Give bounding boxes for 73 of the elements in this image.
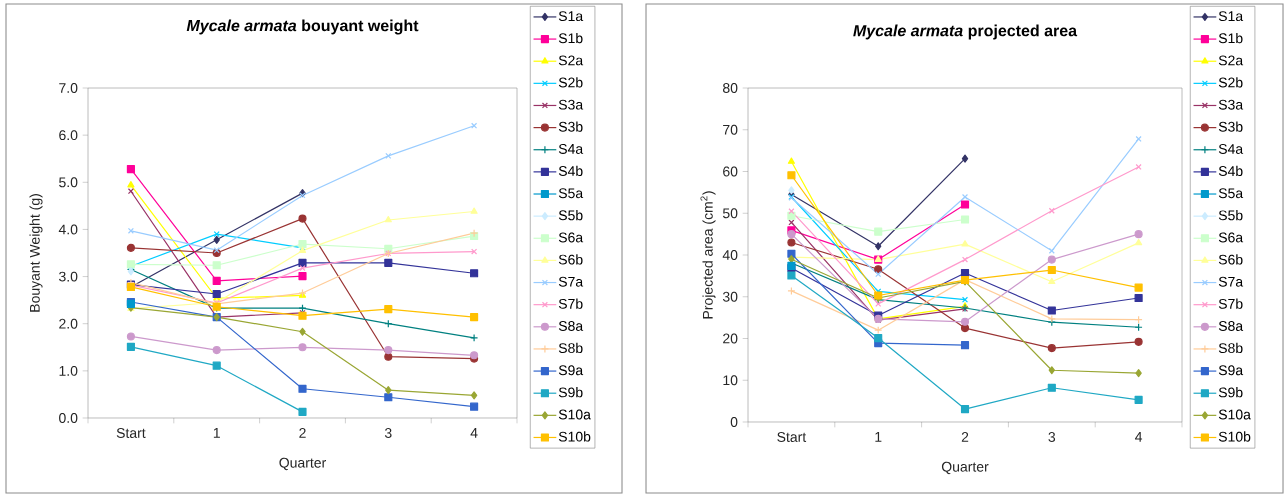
legend-label: S7b: [1218, 298, 1243, 309]
x-axis-title: Quarter: [279, 457, 326, 471]
legend-label: S6a: [558, 232, 584, 243]
y-tick-label: 10: [723, 375, 738, 386]
y-tick-label: 2.0: [59, 318, 78, 329]
legend-label: S9a: [558, 365, 584, 376]
chart-title: Mycale armata bouyant weight: [186, 19, 419, 35]
legend-label: S4b: [1218, 165, 1243, 177]
legend-label: S10b: [558, 431, 591, 442]
legend-label: S1b: [558, 32, 583, 44]
y-tick-label: 6.0: [59, 130, 78, 141]
y-tick-label: 60: [723, 166, 738, 177]
legend-label: S8b: [1218, 342, 1243, 354]
x-tick-label: Start: [116, 428, 146, 438]
legend-label: S4b: [558, 165, 583, 177]
legend-label: S9b: [558, 387, 583, 398]
y-tick-label: 7.0: [59, 83, 78, 93]
legend-label: S10b: [1218, 431, 1251, 442]
legend-label: S1a: [558, 11, 584, 22]
x-tick-label: 1: [875, 432, 882, 442]
y-tick-label: 40: [722, 250, 738, 260]
chart-title: Mycale armata projected area: [853, 24, 1078, 40]
legend-label: S9b: [1218, 387, 1243, 398]
legend-label: S2a: [1218, 55, 1244, 66]
y-tick-label: 1.0: [59, 365, 78, 376]
y-axis-title: Bouyant Weight (g): [29, 194, 43, 312]
x-tick-label: 4: [470, 428, 478, 438]
legend-label: S5b: [558, 210, 583, 221]
y-tick-label: 50: [722, 208, 738, 219]
legend-label: S2b: [558, 77, 583, 88]
legend-label: S6b: [1218, 254, 1243, 265]
legend-label: S5a: [1218, 188, 1244, 199]
legend-label: S3a: [558, 99, 584, 110]
y-tick-label: 3.0: [59, 271, 78, 282]
y-tick-label: 5.0: [59, 177, 78, 188]
y-tick-label: 20: [723, 333, 738, 344]
y-tick-label: 70: [723, 124, 738, 135]
legend-label: S1b: [1218, 32, 1243, 44]
legend-label: S1a: [1218, 11, 1244, 22]
legend-label: S6a: [1218, 232, 1244, 243]
legend-label: S2a: [558, 55, 584, 66]
legend-label: S7a: [1218, 276, 1244, 287]
legend-label: S3a: [1218, 99, 1244, 110]
legend-label: S10a: [558, 409, 591, 420]
y-tick-label: 30: [722, 291, 738, 302]
legend-label: S10a: [1218, 409, 1251, 420]
legend-label: S7b: [558, 298, 583, 309]
x-tick-label: 2: [299, 428, 306, 438]
legend-label: S6b: [558, 254, 583, 265]
y-tick-label: 0: [730, 417, 738, 427]
legend-label: S5a: [558, 188, 584, 199]
legend-label: S4a: [558, 143, 584, 154]
legend-label: S4a: [1218, 143, 1244, 154]
x-tick-label: 3: [384, 428, 392, 438]
x-tick-label: 3: [1048, 432, 1056, 442]
legend-label: S2b: [1218, 77, 1243, 88]
legend-label: S9a: [1218, 365, 1244, 376]
legend-label: S7a: [558, 276, 584, 287]
x-tick-label: 4: [1135, 432, 1143, 442]
x-tick-label: Start: [777, 432, 807, 442]
y-tick-label: 80: [723, 83, 738, 93]
legend-label: S3b: [558, 121, 583, 132]
legend-label: S8b: [558, 342, 583, 354]
legend-label: S3b: [1218, 121, 1243, 132]
x-axis-title: Quarter: [941, 461, 989, 475]
y-tick-label: 4.0: [58, 224, 78, 235]
legend-label: S8a: [1218, 321, 1244, 331]
x-tick-label: 2: [961, 432, 969, 442]
y-tick-label: 0.0: [59, 413, 78, 423]
x-tick-label: 1: [213, 428, 220, 438]
legend-label: S5b: [1218, 210, 1243, 221]
legend-label: S8a: [558, 321, 584, 331]
y-axis-title: Projected area (cm$^{2}$): [700, 191, 716, 319]
